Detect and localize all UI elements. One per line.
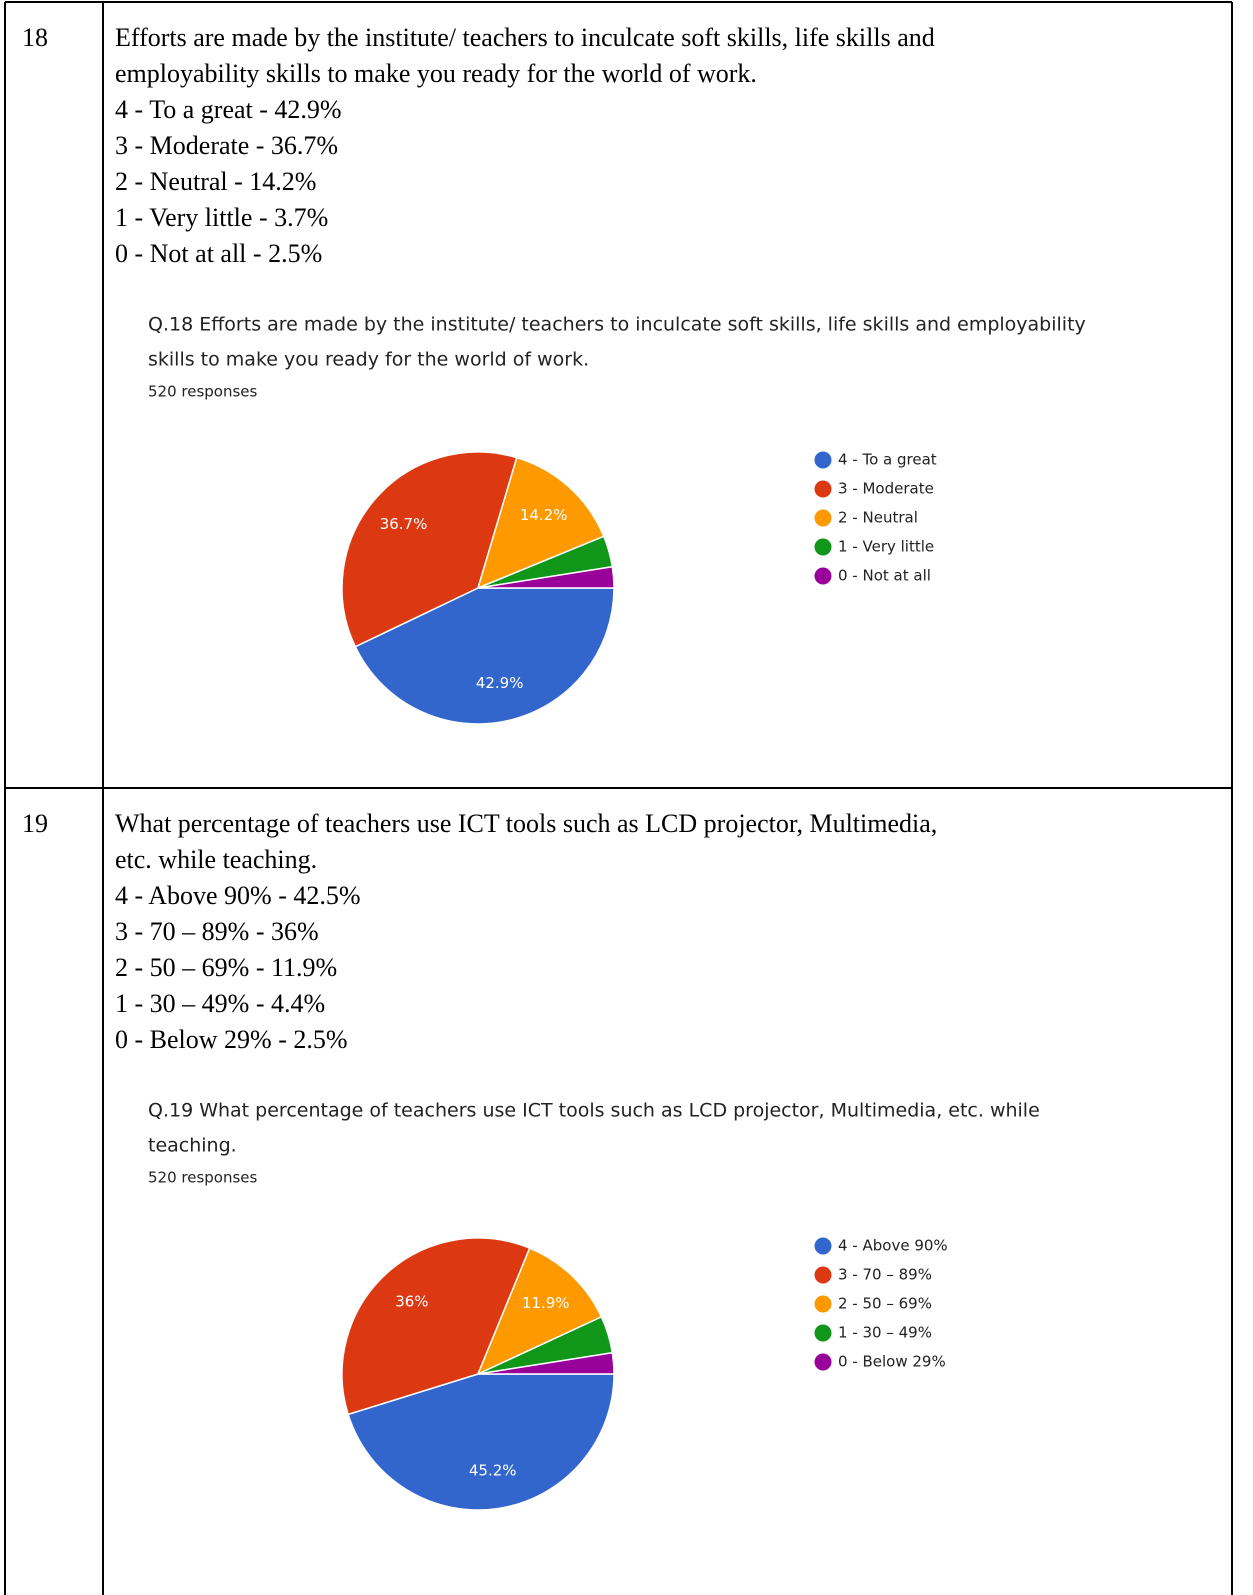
option-text: 0 - Not at all - 2.5% xyxy=(115,239,322,268)
pie-label: 11.9% xyxy=(522,1294,570,1312)
option-text: 0 - Below 29% - 2.5% xyxy=(115,1025,348,1054)
chart-subtitle: 520 responses xyxy=(148,383,258,401)
question-text: What percentage of teachers use ICT tool… xyxy=(115,809,937,838)
legend-label: 2 - 50 – 69% xyxy=(838,1295,932,1313)
legend-marker xyxy=(814,451,832,469)
pie-slice xyxy=(477,1351,615,1375)
legend-marker xyxy=(814,1266,832,1284)
question-text: Efforts are made by the institute/ teach… xyxy=(115,23,935,52)
legend-marker xyxy=(814,567,832,585)
legend-label: 4 - Above 90% xyxy=(838,1237,948,1255)
legend-label: 1 - 30 – 49% xyxy=(838,1324,932,1342)
pie-slice xyxy=(476,1247,603,1376)
option-text: 3 - 70 – 89% - 36% xyxy=(115,917,319,946)
pie-label: 14.2% xyxy=(520,506,568,524)
question-text: employability skills to make you ready f… xyxy=(115,59,757,88)
pie-label: 36.7% xyxy=(380,515,428,533)
pie-label: 42.9% xyxy=(476,674,524,692)
legend-marker xyxy=(814,1353,832,1371)
option-text: 3 - Moderate - 36.7% xyxy=(115,131,338,160)
pie-slice xyxy=(354,587,615,725)
legend-label: 3 - Moderate xyxy=(838,480,934,498)
pie-slice xyxy=(477,565,615,589)
legend-marker xyxy=(814,538,832,556)
chart-subtitle: 520 responses xyxy=(148,1169,258,1187)
legend-label: 2 - Neutral xyxy=(838,509,918,527)
option-text: 1 - Very little - 3.7% xyxy=(115,203,328,232)
legend-label: 0 - Below 29% xyxy=(838,1353,946,1371)
option-text: 4 - Above 90% - 42.5% xyxy=(115,881,361,910)
row-number: 18 xyxy=(22,23,48,52)
legend-marker xyxy=(814,480,832,498)
chart-title: teaching. xyxy=(148,1135,237,1157)
chart-title: Q.18 Efforts are made by the institute/ … xyxy=(148,314,1086,336)
legend-label: 4 - To a great xyxy=(838,451,937,469)
pie-slice xyxy=(341,451,518,648)
legend-marker xyxy=(814,1324,832,1342)
question-text: etc. while teaching. xyxy=(115,845,317,874)
pie-label: 36% xyxy=(395,1292,428,1310)
pie-slice xyxy=(347,1373,615,1511)
pie-slice xyxy=(341,1237,531,1416)
option-text: 2 - Neutral - 14.2% xyxy=(115,167,316,196)
legend-label: 3 - 70 – 89% xyxy=(838,1266,932,1284)
option-text: 4 - To a great - 42.9% xyxy=(115,95,342,124)
option-text: 2 - 50 – 69% - 11.9% xyxy=(115,953,337,982)
chart-title: skills to make you ready for the world o… xyxy=(148,349,589,371)
pie-slice xyxy=(476,456,605,590)
pie-label: 45.2% xyxy=(469,1461,517,1479)
row-number: 19 xyxy=(22,809,48,838)
legend-label: 1 - Very little xyxy=(838,538,934,556)
legend-marker xyxy=(814,1295,832,1313)
chart-title: Q.19 What percentage of teachers use ICT… xyxy=(148,1100,1040,1122)
legend-marker xyxy=(814,509,832,527)
legend-label: 0 - Not at all xyxy=(838,567,931,585)
legend-marker xyxy=(814,1237,832,1255)
option-text: 1 - 30 – 49% - 4.4% xyxy=(115,989,325,1018)
